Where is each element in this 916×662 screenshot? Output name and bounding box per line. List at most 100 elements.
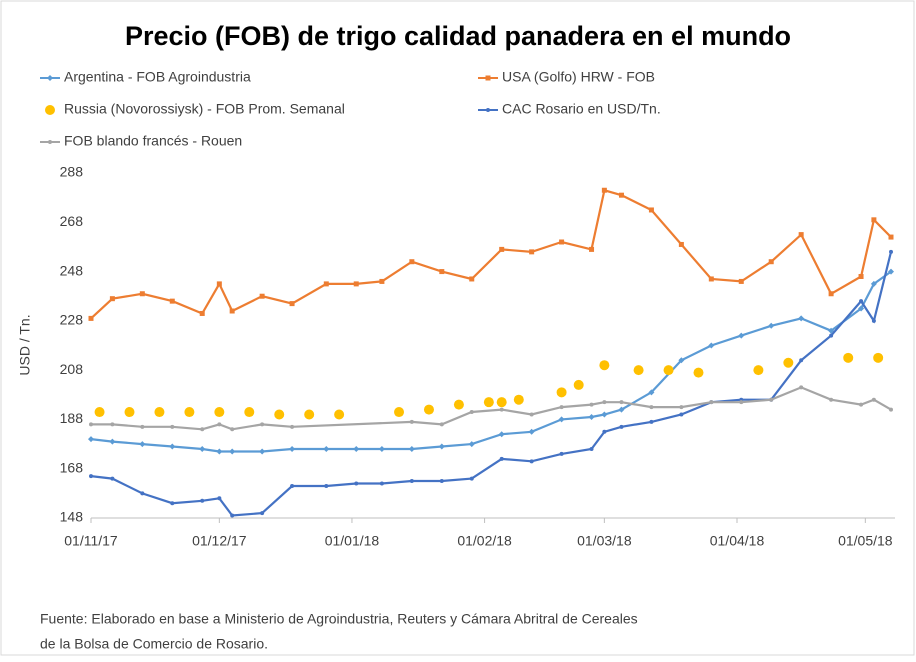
marker <box>769 397 774 402</box>
marker <box>513 394 524 405</box>
marker <box>199 446 206 452</box>
marker <box>871 318 876 323</box>
marker <box>88 436 94 443</box>
marker <box>89 422 93 427</box>
marker <box>216 281 222 287</box>
marker <box>618 192 624 198</box>
marker <box>259 448 266 455</box>
marker <box>601 187 607 193</box>
marker <box>438 443 445 450</box>
y-tick-label: 248 <box>60 262 84 278</box>
marker <box>110 422 115 427</box>
marker <box>588 413 595 420</box>
marker <box>602 400 607 405</box>
marker <box>140 424 145 429</box>
marker <box>379 481 384 486</box>
marker <box>799 358 804 363</box>
legend-label: CAC Rosario en USD/Tn. <box>502 101 661 117</box>
marker <box>334 409 345 420</box>
marker <box>169 298 175 304</box>
marker <box>558 416 565 423</box>
marker <box>601 411 608 418</box>
marker <box>678 241 684 247</box>
marker <box>408 446 415 452</box>
marker <box>486 108 490 112</box>
marker <box>753 365 764 376</box>
marker <box>139 441 146 448</box>
marker <box>528 428 535 435</box>
marker <box>498 431 505 438</box>
marker <box>499 246 505 252</box>
marker <box>529 412 534 417</box>
marker <box>799 385 804 390</box>
chart-title: Precio (FOB) de trigo calidad panadera e… <box>125 21 791 51</box>
marker <box>259 293 265 299</box>
y-tick-label: 188 <box>60 410 84 426</box>
marker <box>170 424 175 429</box>
marker <box>556 387 567 398</box>
marker <box>88 315 94 321</box>
marker <box>529 459 534 464</box>
marker <box>618 406 625 413</box>
marker <box>678 357 685 364</box>
marker <box>324 483 329 488</box>
marker <box>469 410 474 415</box>
y-tick-label: 228 <box>60 312 84 328</box>
marker <box>94 407 105 418</box>
marker <box>47 75 53 81</box>
marker <box>873 352 884 363</box>
marker <box>229 308 235 314</box>
marker <box>573 379 584 390</box>
marker <box>48 140 52 144</box>
marker <box>649 419 654 424</box>
marker <box>169 443 176 450</box>
marker <box>633 365 644 376</box>
marker <box>829 397 834 402</box>
x-tick-label: 01/04/18 <box>710 533 765 549</box>
legend-label: Argentina - FOB Agroindustria <box>64 69 251 85</box>
marker <box>244 407 255 418</box>
marker <box>469 476 474 481</box>
marker <box>798 232 804 238</box>
marker <box>496 397 507 408</box>
marker <box>109 296 115 302</box>
marker <box>828 291 834 297</box>
marker <box>858 274 864 279</box>
marker <box>483 397 494 408</box>
marker <box>139 291 145 297</box>
marker <box>559 451 564 456</box>
marker <box>140 491 145 496</box>
marker <box>889 249 893 254</box>
marker <box>739 400 744 405</box>
marker <box>469 276 475 282</box>
marker <box>289 446 296 452</box>
marker <box>217 496 222 501</box>
marker <box>589 402 594 407</box>
marker <box>409 259 415 265</box>
marker <box>184 407 195 418</box>
marker <box>768 322 775 329</box>
marker <box>200 427 205 432</box>
marker <box>217 422 222 427</box>
marker <box>45 105 55 115</box>
marker <box>216 448 223 455</box>
marker <box>230 427 235 432</box>
marker <box>323 446 330 452</box>
marker <box>648 389 655 396</box>
marker <box>559 239 565 245</box>
marker <box>858 305 865 312</box>
x-tick-label: 01/02/18 <box>457 533 512 549</box>
marker <box>439 269 445 275</box>
marker <box>871 397 876 402</box>
marker <box>409 479 414 484</box>
marker <box>124 407 135 418</box>
x-tick-label: 01/11/17 <box>64 533 118 549</box>
marker <box>559 405 564 410</box>
marker <box>394 407 405 418</box>
marker <box>109 438 116 445</box>
marker <box>379 278 385 284</box>
marker <box>663 365 674 376</box>
marker <box>439 422 444 427</box>
marker <box>353 446 360 452</box>
